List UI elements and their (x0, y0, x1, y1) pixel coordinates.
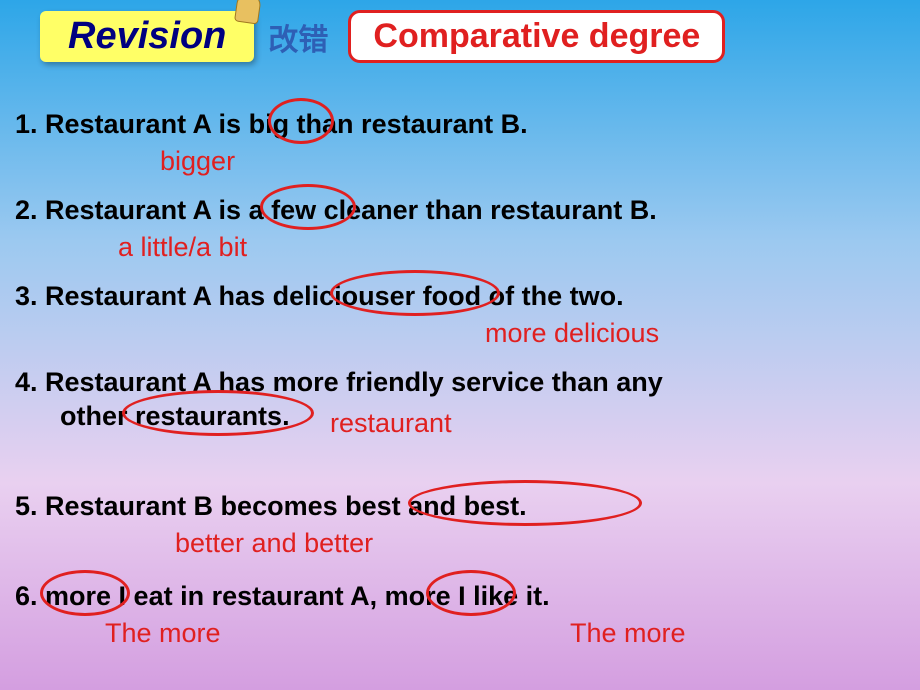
revision-scroll: Revision (40, 11, 254, 62)
zh-subtitle: 改错 (268, 15, 328, 59)
error-circle (268, 98, 334, 144)
sentence-4a: 4. Restaurant A has more friendly servic… (15, 366, 663, 400)
correction-4: restaurant (330, 408, 452, 439)
correction-3: more delicious (485, 318, 659, 349)
error-circle (330, 270, 500, 316)
error-circle (408, 480, 642, 526)
correction-1: bigger (160, 146, 235, 177)
error-circle (40, 570, 130, 616)
header-row: Revision 改错 Comparative degree (0, 0, 920, 63)
error-circle (426, 570, 516, 616)
correction-5: better and better (175, 528, 373, 559)
error-circle (260, 184, 356, 230)
content-area: 1. Restaurant A is big than restaurant B… (0, 90, 920, 690)
correction-2: a little/a bit (118, 232, 247, 263)
sentence-3: 3. Restaurant A has deliciouser food of … (15, 280, 624, 314)
correction-6a: The more (105, 618, 221, 649)
correction-6b: The more (570, 618, 686, 649)
error-circle (122, 390, 314, 436)
comparative-box: Comparative degree (348, 10, 725, 63)
